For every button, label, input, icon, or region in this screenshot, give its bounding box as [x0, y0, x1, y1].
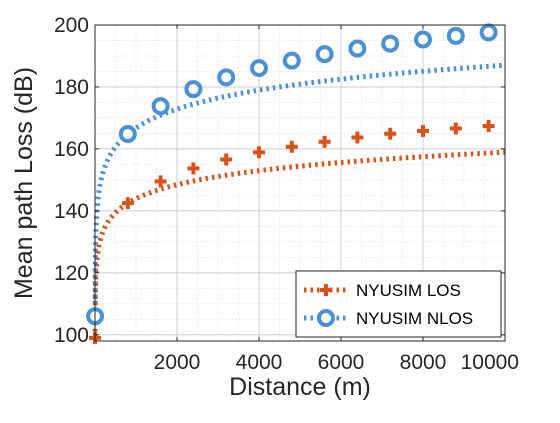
data-point: [118, 125, 137, 144]
x-tick-label: 6000: [318, 351, 365, 374]
series-line-0: [92, 149, 506, 338]
data-point: [348, 39, 367, 58]
data-point: [282, 51, 301, 70]
legend-marker: [320, 284, 332, 296]
data-point: [384, 127, 397, 140]
data-point: [253, 146, 265, 159]
data-point: [154, 175, 167, 188]
y-tick-label: 120: [54, 262, 89, 285]
data-point: [482, 119, 495, 132]
data-point: [417, 124, 429, 137]
y-tick-label: 100: [54, 324, 89, 347]
y-tick-label: 160: [54, 138, 89, 161]
axes-box: [94, 24, 506, 342]
legend: NYUSIM LOS NYUSIM NLOS: [295, 270, 502, 338]
data-point: [351, 131, 364, 144]
data-point: [381, 34, 400, 53]
legend-marker: [317, 309, 335, 327]
curves: [92, 62, 506, 338]
data-point: [217, 68, 236, 87]
data-point: [479, 23, 498, 42]
x-axis-title: Distance (m): [229, 373, 371, 401]
x-tick-label: 2000: [154, 351, 201, 374]
y-tick-label: 140: [54, 200, 89, 223]
legend-swatch-los: [304, 284, 348, 296]
y-tick-label: 180: [54, 76, 89, 99]
legend-label-los: NYUSIM LOS: [356, 281, 461, 300]
data-point: [121, 197, 134, 210]
data-point: [220, 153, 233, 166]
tick-labels: 2000 4000 6000 8000 10000 100 120 140 160 180 200: [54, 14, 519, 374]
x-tick-label: 10000: [461, 351, 519, 374]
y-tick-label: 200: [54, 14, 89, 37]
data-point: [318, 135, 331, 148]
legend-label-nlos: NYUSIM NLOS: [356, 309, 473, 328]
data-point: [414, 30, 432, 49]
data-point: [315, 45, 334, 64]
data-point: [151, 97, 170, 116]
data-point: [187, 162, 200, 175]
axes: [94, 24, 506, 342]
x-tick-label: 8000: [400, 351, 447, 374]
data-point: [250, 59, 268, 78]
markers: [86, 23, 498, 344]
series-line-1: [92, 62, 506, 317]
legend-box: [295, 270, 502, 338]
data-point: [446, 26, 465, 45]
data-point: [285, 140, 298, 153]
data-point: [184, 80, 203, 99]
y-axis-title: Mean path Loss (dB): [10, 67, 38, 299]
legend-swatch-nlos: [304, 309, 348, 327]
x-tick-label: 4000: [236, 351, 283, 374]
data-point: [449, 122, 462, 135]
